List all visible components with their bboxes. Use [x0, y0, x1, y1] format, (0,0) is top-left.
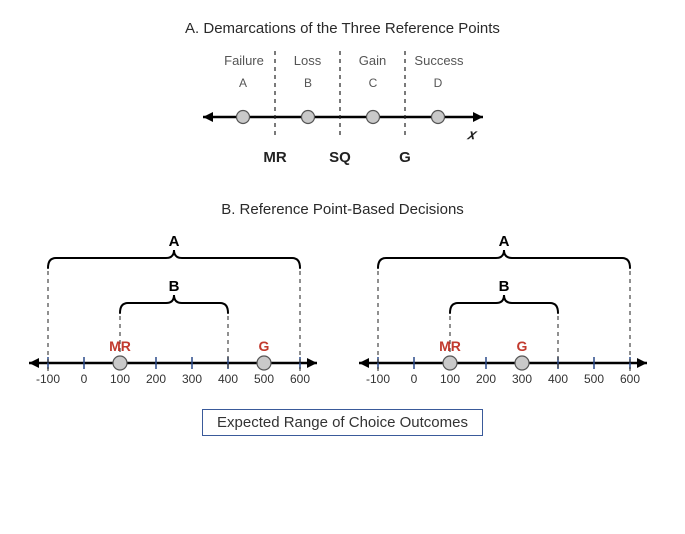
svg-text:Success: Success — [414, 53, 464, 68]
svg-text:A: A — [498, 233, 509, 250]
svg-text:600: 600 — [619, 372, 639, 386]
panel-a-diagram: MR SQ G Failure Loss Gain Success A B C D𝑥 — [183, 47, 503, 177]
svg-text:G: G — [258, 338, 269, 354]
svg-text:100: 100 — [109, 372, 129, 386]
svg-text:Loss: Loss — [293, 53, 321, 68]
svg-text:SQ: SQ — [329, 149, 351, 166]
svg-text:-100: -100 — [35, 372, 59, 386]
svg-text:0: 0 — [80, 372, 87, 386]
svg-text:MR: MR — [439, 338, 461, 354]
svg-text:MR: MR — [263, 149, 286, 166]
svg-text:500: 500 — [253, 372, 273, 386]
svg-text:A: A — [238, 76, 246, 90]
caption-box: Expected Range of Choice Outcomes — [202, 409, 483, 436]
svg-text:B: B — [168, 278, 179, 295]
svg-text:B: B — [498, 278, 509, 295]
svg-text:C: C — [368, 76, 377, 90]
svg-text:0: 0 — [410, 372, 417, 386]
svg-text:B: B — [303, 76, 311, 90]
svg-text:Gain: Gain — [358, 53, 385, 68]
svg-text:G: G — [516, 338, 527, 354]
svg-text:𝑥: 𝑥 — [466, 126, 478, 142]
panel-b-diagram: -100 0 100 200 300 400 500 600 A B MR G -100 0 100 200 3… — [23, 228, 663, 403]
svg-text:600: 600 — [289, 372, 309, 386]
svg-text:D: D — [433, 76, 442, 90]
svg-text:200: 200 — [475, 372, 495, 386]
panel-b-title: B. Reference Point-Based Decisions — [20, 201, 665, 218]
svg-text:500: 500 — [583, 372, 603, 386]
svg-text:Failure: Failure — [224, 53, 264, 68]
svg-text:300: 300 — [511, 372, 531, 386]
svg-text:A: A — [168, 233, 179, 250]
svg-text:100: 100 — [439, 372, 459, 386]
svg-text:300: 300 — [181, 372, 201, 386]
panel-a-title: A. Demarcations of the Three Reference P… — [20, 20, 665, 37]
svg-text:200: 200 — [145, 372, 165, 386]
svg-text:-100: -100 — [365, 372, 389, 386]
svg-text:400: 400 — [547, 372, 567, 386]
svg-text:G: G — [399, 149, 411, 166]
svg-text:400: 400 — [217, 372, 237, 386]
svg-text:MR: MR — [109, 338, 131, 354]
